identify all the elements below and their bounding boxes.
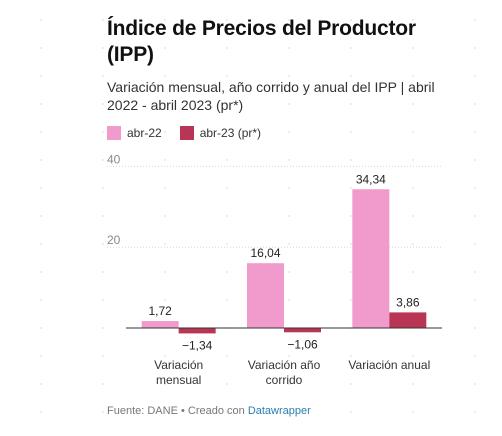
x-tick-label-1: Variación año corrido (248, 358, 321, 387)
bar-abr-23-1 (284, 328, 321, 333)
bar-abr-22-2 (352, 189, 390, 328)
datawrapper-link[interactable]: Datawrapper (247, 405, 311, 417)
legend: abr-22 abr-23 (pr*) (107, 126, 447, 140)
legend-swatch-abr-23 (179, 126, 194, 140)
y-tick-label-40: 40 (107, 152, 121, 166)
chart-subtitle: Variación mensual, año corrido y anual d… (107, 79, 435, 113)
x-tick-label-0: Variación mensual (154, 358, 203, 387)
data-label-abr-23-1: −1,06 (287, 337, 318, 351)
data-label-abr-23-2: 3,86 (396, 295, 420, 309)
y-tick-label-20: 20 (107, 233, 121, 247)
chart-header: Índice de Precios del Productor (IPP) Va… (107, 16, 447, 140)
data-label-abr-22-0: 1,72 (148, 304, 172, 318)
chart-title: Índice de Precios del Productor (IPP) (107, 17, 416, 66)
bar-abr-22-1 (247, 263, 284, 328)
data-label-abr-22-2: 34,34 (356, 172, 386, 186)
data-label-abr-23-0: −1,34 (182, 338, 213, 352)
x-tick-label-2: Variación anual (348, 358, 430, 372)
legend-item-abr-23: abr-23 (pr*) (179, 126, 262, 140)
legend-swatch-abr-22 (107, 126, 121, 140)
data-label-abr-22-1: 16,04 (250, 246, 280, 260)
legend-label-abr-23: abr-23 (pr*) (199, 126, 262, 140)
footer-source: Fuente: DANE • Creado con (107, 405, 248, 417)
legend-label-abr-22: abr-22 (127, 126, 162, 140)
bar-abr-23-0 (178, 328, 216, 334)
bar-abr-22-0 (141, 321, 179, 328)
bar-abr-23-2 (389, 312, 427, 328)
footer: Fuente: DANE • Creado con Datawrapper (107, 405, 311, 417)
legend-item-abr-22: abr-22 (107, 126, 162, 140)
